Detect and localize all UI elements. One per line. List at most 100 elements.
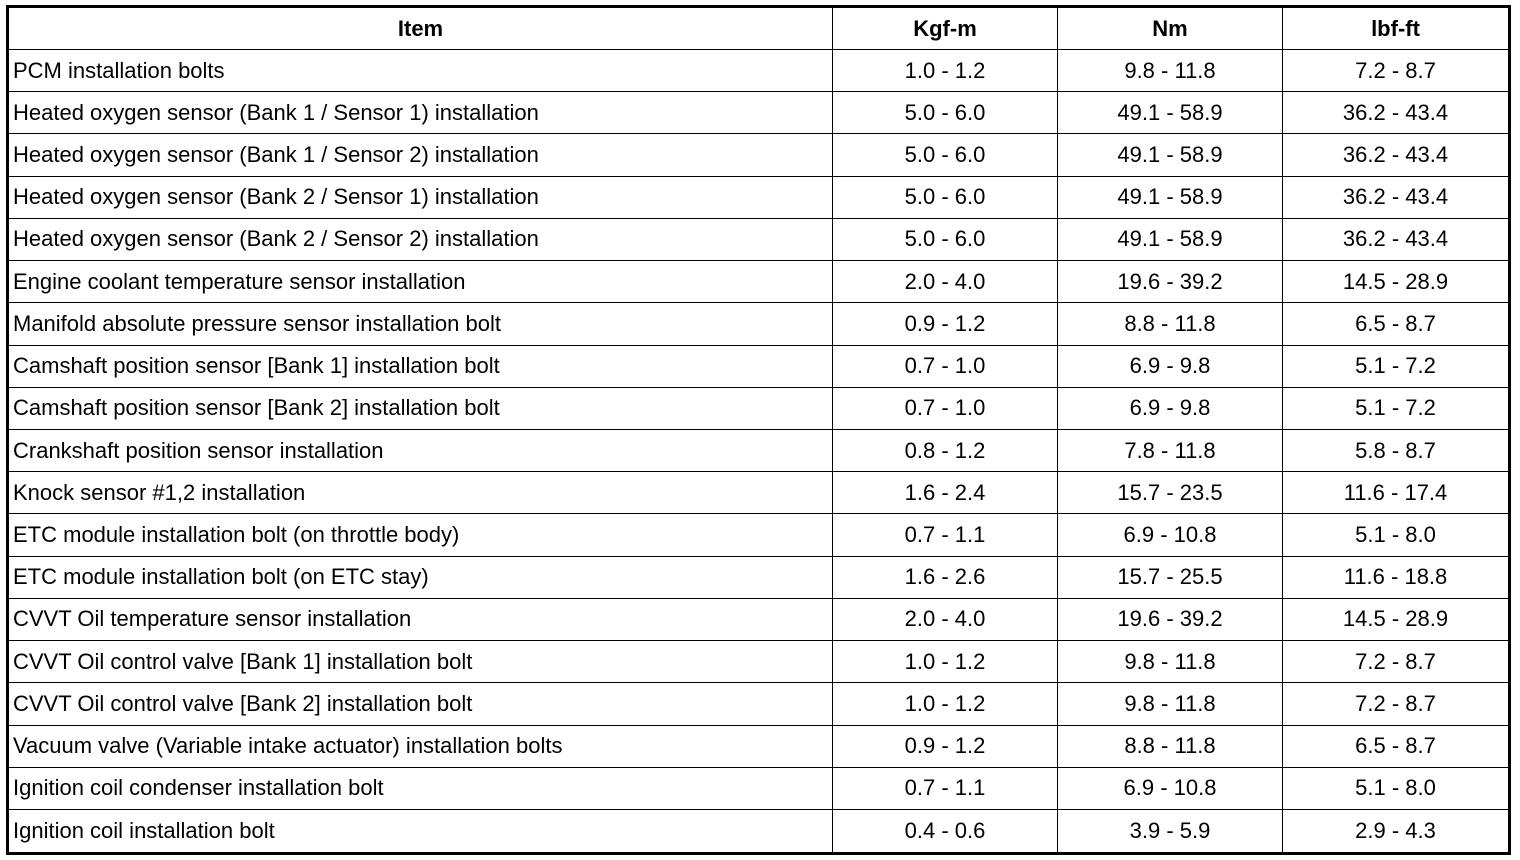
value-cell: 0.9 - 1.2 xyxy=(832,724,1058,768)
value-cell: 19.6 - 39.2 xyxy=(1057,597,1283,642)
value-cell: 6.9 - 9.8 xyxy=(1057,344,1283,388)
value-cell: 2.0 - 4.0 xyxy=(832,597,1058,642)
header-cell: Item xyxy=(7,6,833,50)
table-row: CVVT Oil temperature sensor installation… xyxy=(7,597,1510,642)
item-cell: Engine coolant temperature sensor instal… xyxy=(7,260,833,304)
value-cell: 3.9 - 5.9 xyxy=(1057,808,1283,855)
value-cell: 5.0 - 6.0 xyxy=(832,175,1058,219)
value-cell: 6.5 - 8.7 xyxy=(1282,302,1510,346)
table-row: Heated oxygen sensor (Bank 2 / Sensor 2)… xyxy=(7,217,1510,262)
item-cell: Vacuum valve (Variable intake actuator) … xyxy=(7,724,833,768)
item-cell: ETC module installation bolt (on ETC sta… xyxy=(7,555,833,599)
value-cell: 6.9 - 10.8 xyxy=(1057,766,1283,810)
value-cell: 1.0 - 1.2 xyxy=(832,640,1058,684)
table-row: Knock sensor #1,2 installation 1.6 - 2.4 1… xyxy=(7,471,1510,515)
value-cell: 15.7 - 23.5 xyxy=(1057,471,1283,515)
value-cell: 1.0 - 1.2 xyxy=(832,682,1058,726)
value-cell: 5.0 - 6.0 xyxy=(832,91,1058,135)
value-cell: 5.1 - 7.2 xyxy=(1282,386,1510,430)
item-cell: ETC module installation bolt (on throttl… xyxy=(7,513,833,557)
table-row: Vacuum valve (Variable intake actuator) … xyxy=(7,724,1510,768)
item-cell: Knock sensor #1,2 installation xyxy=(7,471,833,515)
value-cell: 0.7 - 1.0 xyxy=(832,344,1058,388)
value-cell: 0.4 - 0.6 xyxy=(832,808,1058,855)
value-cell: 7.2 - 8.7 xyxy=(1282,682,1510,726)
table-row: Manifold absolute pressure sensor instal… xyxy=(7,302,1510,346)
value-cell: 1.6 - 2.4 xyxy=(832,471,1058,515)
value-cell: 8.8 - 11.8 xyxy=(1057,724,1283,768)
value-cell: 6.9 - 9.8 xyxy=(1057,386,1283,430)
table-row: PCM installation bolts 1.0 - 1.2 9.8 - 11.… xyxy=(7,48,1510,93)
value-cell: 1.6 - 2.6 xyxy=(832,555,1058,599)
value-cell: 5.1 - 8.0 xyxy=(1282,766,1510,810)
table-row: Ignition coil condenser installation bol… xyxy=(7,766,1510,810)
item-cell: Ignition coil installation bolt xyxy=(7,808,833,855)
value-cell: 5.8 - 8.7 xyxy=(1282,428,1510,473)
value-cell: 11.6 - 17.4 xyxy=(1282,471,1510,515)
value-cell: 36.2 - 43.4 xyxy=(1282,175,1510,219)
table-row: ETC module installation bolt (on throttl… xyxy=(7,513,1510,557)
table-row: Crankshaft position sensor installation 0… xyxy=(7,428,1510,473)
item-cell: Heated oxygen sensor (Bank 1 / Sensor 2)… xyxy=(7,133,833,177)
table-row: Camshaft position sensor [Bank 2] instal… xyxy=(7,386,1510,430)
item-cell: PCM installation bolts xyxy=(7,48,833,93)
value-cell: 5.1 - 8.0 xyxy=(1282,513,1510,557)
value-cell: 7.2 - 8.7 xyxy=(1282,48,1510,93)
table-row: Heated oxygen sensor (Bank 2 / Sensor 1)… xyxy=(7,175,1510,219)
value-cell: 5.1 - 7.2 xyxy=(1282,344,1510,388)
value-cell: 9.8 - 11.8 xyxy=(1057,48,1283,93)
value-cell: 14.5 - 28.9 xyxy=(1282,260,1510,304)
item-cell: Heated oxygen sensor (Bank 1 / Sensor 1)… xyxy=(7,91,833,135)
item-cell: Camshaft position sensor [Bank 2] instal… xyxy=(7,386,833,430)
value-cell: 15.7 - 25.5 xyxy=(1057,555,1283,599)
value-cell: 36.2 - 43.4 xyxy=(1282,217,1510,262)
item-cell: Heated oxygen sensor (Bank 2 / Sensor 2)… xyxy=(7,217,833,262)
value-cell: 7.8 - 11.8 xyxy=(1057,428,1283,473)
value-cell: 49.1 - 58.9 xyxy=(1057,133,1283,177)
item-cell: CVVT Oil control valve [Bank 1] installa… xyxy=(7,640,833,684)
table-row: Engine coolant temperature sensor instal… xyxy=(7,260,1510,304)
item-cell: Camshaft position sensor [Bank 1] instal… xyxy=(7,344,833,388)
value-cell: 2.9 - 4.3 xyxy=(1282,808,1510,855)
header-row: Item Kgf-m Nm lbf-ft xyxy=(7,6,1510,50)
table-row: Ignition coil installation bolt 0.4 - 0.6… xyxy=(7,808,1510,855)
value-cell: 11.6 - 18.8 xyxy=(1282,555,1510,599)
value-cell: 2.0 - 4.0 xyxy=(832,260,1058,304)
value-cell: 8.8 - 11.8 xyxy=(1057,302,1283,346)
value-cell: 0.7 - 1.0 xyxy=(832,386,1058,430)
table-row: Heated oxygen sensor (Bank 1 / Sensor 1)… xyxy=(7,91,1510,135)
table-row: CVVT Oil control valve [Bank 2] installa… xyxy=(7,682,1510,726)
header-cell: lbf-ft xyxy=(1282,6,1510,50)
value-cell: 0.7 - 1.1 xyxy=(832,513,1058,557)
table-body: PCM installation bolts 1.0 - 1.2 9.8 - 11.… xyxy=(7,48,1510,855)
value-cell: 5.0 - 6.0 xyxy=(832,217,1058,262)
item-cell: CVVT Oil temperature sensor installation xyxy=(7,597,833,642)
table-row: Camshaft position sensor [Bank 1] instal… xyxy=(7,344,1510,388)
value-cell: 19.6 - 39.2 xyxy=(1057,260,1283,304)
item-cell: Ignition coil condenser installation bol… xyxy=(7,766,833,810)
value-cell: 0.7 - 1.1 xyxy=(832,766,1058,810)
item-cell: CVVT Oil control valve [Bank 2] installa… xyxy=(7,682,833,726)
table-row: ETC module installation bolt (on ETC sta… xyxy=(7,555,1510,599)
table-row: CVVT Oil control valve [Bank 1] installa… xyxy=(7,640,1510,684)
value-cell: 9.8 - 11.8 xyxy=(1057,682,1283,726)
item-cell: Heated oxygen sensor (Bank 2 / Sensor 1)… xyxy=(7,175,833,219)
value-cell: 7.2 - 8.7 xyxy=(1282,640,1510,684)
value-cell: 0.9 - 1.2 xyxy=(832,302,1058,346)
value-cell: 36.2 - 43.4 xyxy=(1282,133,1510,177)
value-cell: 6.9 - 10.8 xyxy=(1057,513,1283,557)
value-cell: 14.5 - 28.9 xyxy=(1282,597,1510,642)
header-cell: Nm xyxy=(1057,6,1283,50)
value-cell: 0.8 - 1.2 xyxy=(832,428,1058,473)
table-row: Heated oxygen sensor (Bank 1 / Sensor 2)… xyxy=(7,133,1510,177)
value-cell: 49.1 - 58.9 xyxy=(1057,217,1283,262)
value-cell: 49.1 - 58.9 xyxy=(1057,91,1283,135)
header-cell: Kgf-m xyxy=(832,6,1058,50)
value-cell: 9.8 - 11.8 xyxy=(1057,640,1283,684)
torque-table: Item Kgf-m Nm lbf-ft PCM installation bolts… xyxy=(6,5,1511,855)
value-cell: 1.0 - 1.2 xyxy=(832,48,1058,93)
value-cell: 6.5 - 8.7 xyxy=(1282,724,1510,768)
value-cell: 36.2 - 43.4 xyxy=(1282,91,1510,135)
value-cell: 49.1 - 58.9 xyxy=(1057,175,1283,219)
